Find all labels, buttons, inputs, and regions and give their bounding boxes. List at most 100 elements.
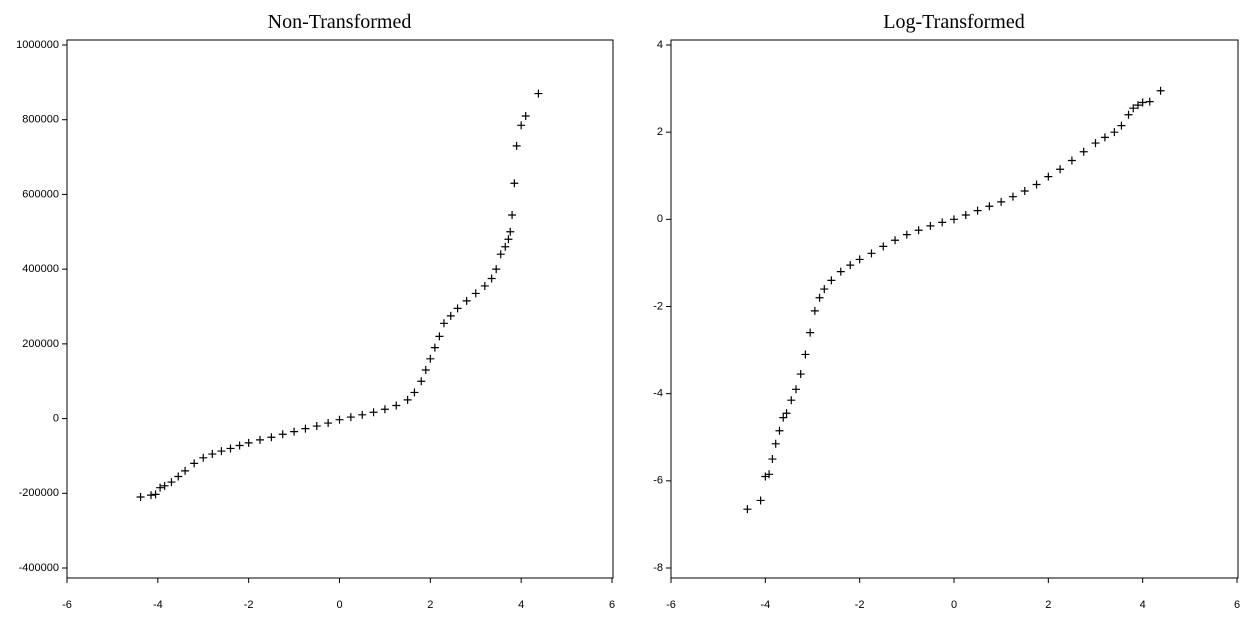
marker <box>1008 192 1017 201</box>
marker <box>256 435 265 444</box>
marker <box>756 496 765 505</box>
marker <box>199 453 208 462</box>
marker <box>487 274 496 283</box>
marker <box>147 491 156 500</box>
marker <box>1044 172 1053 181</box>
marker <box>521 111 530 120</box>
marker <box>1156 86 1165 95</box>
marker <box>324 419 333 428</box>
panel-title: Non-Transformed <box>268 11 412 33</box>
x-tick-label: 6 <box>609 599 615 611</box>
marker <box>855 255 864 264</box>
y-tick-label: 0 <box>53 412 59 424</box>
marker <box>506 227 515 236</box>
marker <box>181 466 190 475</box>
y-tick-label: -200000 <box>19 487 59 499</box>
marker <box>510 179 519 188</box>
marker <box>512 141 521 150</box>
marker <box>765 470 774 479</box>
marker <box>867 249 876 258</box>
marker <box>985 202 994 211</box>
marker <box>439 319 448 328</box>
marker <box>926 221 935 230</box>
marker <box>761 472 770 481</box>
marker <box>791 385 800 394</box>
marker <box>369 408 378 417</box>
marker <box>815 293 824 302</box>
marker <box>226 444 235 453</box>
marker <box>136 493 145 502</box>
marker <box>827 276 836 285</box>
marker <box>902 230 911 239</box>
x-tick-label: 0 <box>951 599 957 611</box>
y-tick-label: 0 <box>657 213 663 225</box>
x-tick-label: -6 <box>666 599 676 611</box>
marker <box>836 267 845 276</box>
marker <box>787 396 796 405</box>
marker <box>151 490 160 499</box>
marker <box>380 405 389 414</box>
marker <box>891 236 900 245</box>
marker <box>534 89 543 98</box>
marker <box>244 438 253 447</box>
marker <box>1020 187 1029 196</box>
marker <box>879 242 888 251</box>
marker <box>997 197 1006 206</box>
marker <box>156 483 165 492</box>
marker <box>217 447 226 456</box>
plot-frame <box>670 39 1239 579</box>
y-tick-label: -2 <box>653 300 663 312</box>
marker <box>335 415 344 424</box>
x-tick-label: 6 <box>1234 599 1240 611</box>
marker <box>1091 139 1100 148</box>
marker <box>462 296 471 305</box>
x-tick-label: 4 <box>1140 599 1146 611</box>
plot-frame <box>66 39 614 579</box>
marker <box>1079 147 1088 156</box>
y-tick-label: 2 <box>657 126 663 138</box>
marker <box>480 281 489 290</box>
marker <box>504 235 513 244</box>
marker <box>160 481 169 490</box>
marker <box>782 409 791 418</box>
marker <box>1133 101 1142 110</box>
marker <box>961 210 970 219</box>
marker <box>1100 133 1109 142</box>
marker <box>517 121 526 130</box>
y-tick-label: -4 <box>653 388 663 400</box>
marker <box>501 242 510 251</box>
marker <box>492 265 501 274</box>
x-tick-label: -4 <box>760 599 770 611</box>
marker <box>278 430 287 439</box>
x-tick-label: -4 <box>153 599 163 611</box>
marker <box>430 343 439 352</box>
x-tick-label: -2 <box>244 599 254 611</box>
y-tick-label: 1000000 <box>16 39 59 51</box>
marker <box>1117 121 1126 130</box>
marker <box>190 459 199 468</box>
marker <box>771 439 780 448</box>
y-tick-label: 600000 <box>22 188 59 200</box>
marker <box>426 354 435 363</box>
y-tick-label: -400000 <box>19 562 59 574</box>
y-tick-label: 200000 <box>22 338 59 350</box>
marker <box>267 433 276 442</box>
marker <box>779 413 788 422</box>
marker <box>1124 110 1133 119</box>
marker <box>1032 180 1041 189</box>
panel-title: Log-Transformed <box>883 11 1024 33</box>
marker <box>446 311 455 320</box>
x-tick-label: -6 <box>62 599 72 611</box>
marker <box>810 306 819 315</box>
marker <box>1056 165 1065 174</box>
y-tick-label: 800000 <box>22 114 59 126</box>
marker <box>796 370 805 379</box>
marker <box>496 250 505 259</box>
marker <box>806 328 815 337</box>
marker <box>421 366 430 375</box>
marker <box>938 218 947 227</box>
marker <box>235 441 244 450</box>
marker <box>208 450 217 459</box>
marker <box>453 304 462 313</box>
